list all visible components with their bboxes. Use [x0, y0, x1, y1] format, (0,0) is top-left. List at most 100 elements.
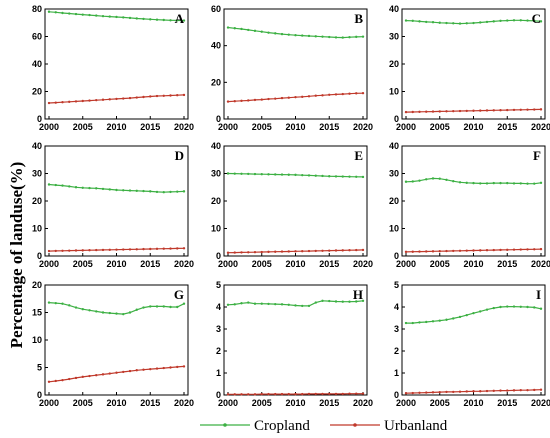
- data-point-urbanland-g: [142, 368, 145, 371]
- data-point-cropland-c: [411, 19, 414, 23]
- data-point-cropland-i: [533, 306, 536, 309]
- y-tick-label-a: 40: [32, 59, 42, 69]
- x-tick-label-c: 2010: [463, 122, 483, 132]
- data-point-urbanland-b: [321, 94, 324, 97]
- x-tick-label-b: 2005: [252, 122, 272, 132]
- x-tick-label-h: 2020: [353, 398, 373, 408]
- data-point-urbanland-h: [240, 393, 243, 396]
- series-line-cropland-i: [406, 306, 542, 324]
- data-point-urbanland-g: [155, 367, 159, 370]
- data-point-cropland-e: [301, 173, 304, 177]
- data-point-urbanland-h: [247, 393, 250, 396]
- plot-frame-c: [401, 8, 546, 120]
- data-point-cropland-f: [492, 181, 495, 185]
- data-point-cropland-e: [341, 175, 344, 178]
- data-point-cropland-c: [425, 20, 428, 24]
- data-point-urbanland-e: [334, 249, 338, 252]
- data-point-urbanland-d: [142, 247, 145, 251]
- data-point-cropland-c: [465, 22, 468, 25]
- panel-letter-g: G: [174, 287, 184, 302]
- x-tick-label-i: 2000: [396, 398, 416, 408]
- data-point-cropland-i: [485, 308, 489, 311]
- data-point-urbanland-i: [479, 390, 482, 393]
- data-point-cropland-i: [431, 320, 435, 323]
- data-point-cropland-f: [499, 181, 502, 185]
- data-point-urbanland-g: [176, 365, 179, 369]
- data-point-urbanland-g: [169, 366, 172, 369]
- data-point-urbanland-d: [74, 249, 78, 252]
- data-point-cropland-e: [280, 173, 284, 176]
- data-point-urbanland-g: [61, 378, 64, 382]
- data-point-urbanland-c: [479, 109, 482, 112]
- data-point-urbanland-f: [479, 249, 482, 252]
- data-point-cropland-b: [361, 35, 365, 38]
- data-point-urbanland-h: [328, 392, 331, 396]
- data-point-cropland-d: [176, 190, 179, 193]
- y-tick-label-a: 0: [37, 114, 42, 124]
- data-point-cropland-g: [101, 311, 105, 314]
- data-point-cropland-h: [314, 301, 317, 304]
- data-point-cropland-e: [321, 174, 324, 178]
- data-point-cropland-h: [233, 303, 236, 306]
- data-point-urbanland-g: [122, 370, 125, 374]
- data-point-urbanland-a: [68, 100, 71, 104]
- data-point-cropland-i: [418, 321, 421, 324]
- x-tick-label-f: 2020: [531, 259, 550, 269]
- data-point-urbanland-d: [115, 248, 118, 251]
- y-tick-label-b: 20: [211, 77, 221, 87]
- data-point-urbanland-e: [226, 251, 230, 254]
- data-point-urbanland-e: [301, 249, 304, 253]
- data-point-cropland-b: [355, 35, 358, 39]
- data-point-cropland-f: [533, 182, 536, 185]
- data-point-cropland-d: [142, 189, 145, 193]
- x-tick-label-c: 2000: [396, 122, 416, 132]
- y-tick-label-e: 30: [211, 169, 221, 179]
- data-point-urbanland-g: [149, 367, 152, 371]
- data-point-cropland-d: [182, 190, 186, 193]
- y-tick-label-d: 0: [37, 251, 42, 261]
- data-point-cropland-b: [294, 34, 297, 37]
- y-tick-label-d: 40: [32, 141, 42, 151]
- data-point-urbanland-a: [95, 98, 98, 102]
- data-point-cropland-g: [182, 302, 186, 305]
- y-tick-label-e: 10: [211, 224, 221, 234]
- data-point-urbanland-i: [431, 391, 435, 394]
- data-point-cropland-c: [533, 19, 536, 23]
- data-point-cropland-h: [341, 300, 344, 303]
- data-point-urbanland-f: [539, 247, 543, 251]
- panel-letter-d: D: [175, 148, 184, 163]
- data-point-urbanland-f: [411, 250, 414, 253]
- x-tick-label-f: 2000: [396, 259, 416, 269]
- data-point-cropland-h: [348, 300, 351, 303]
- data-point-cropland-g: [95, 310, 98, 313]
- data-point-urbanland-a: [115, 97, 118, 101]
- data-point-urbanland-d: [135, 248, 138, 251]
- data-point-cropland-g: [68, 304, 71, 307]
- data-point-urbanland-b: [240, 99, 243, 103]
- data-point-cropland-h: [274, 302, 277, 306]
- data-point-urbanland-i: [539, 388, 543, 391]
- data-point-urbanland-a: [135, 96, 138, 99]
- panel-i: 0 1 2 3 4 5 2000 2005 2010 2015 2020 I: [394, 280, 550, 408]
- data-point-cropland-i: [526, 305, 529, 309]
- data-point-urbanland-g: [54, 379, 57, 383]
- data-point-urbanland-e: [341, 249, 344, 252]
- x-tick-label-b: 2015: [319, 122, 339, 132]
- panel-letter-c: C: [532, 11, 541, 26]
- data-point-cropland-b: [328, 35, 331, 39]
- data-point-urbanland-a: [88, 99, 91, 102]
- data-point-cropland-h: [260, 302, 263, 305]
- data-point-cropland-c: [526, 19, 529, 22]
- data-point-urbanland-d: [54, 249, 57, 253]
- data-point-urbanland-a: [162, 94, 165, 97]
- data-point-cropland-f: [506, 181, 509, 185]
- data-point-cropland-a: [142, 17, 145, 21]
- y-tick-label-f: 20: [389, 196, 399, 206]
- data-point-cropland-b: [260, 30, 263, 33]
- data-point-cropland-d: [68, 185, 71, 188]
- x-tick-label-h: 2005: [252, 398, 272, 408]
- data-point-urbanland-a: [149, 95, 152, 98]
- plot-frame-g: [44, 284, 189, 396]
- data-point-cropland-h: [307, 304, 311, 308]
- data-point-urbanland-b: [348, 92, 351, 95]
